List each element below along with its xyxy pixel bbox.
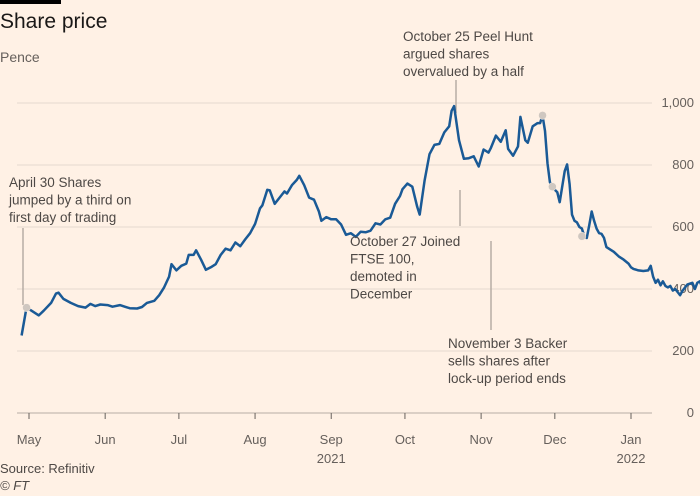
annotation-line: argued shares [403,47,490,62]
annotation-text: April 30 Shares jumped by a third on first… [8,175,131,225]
annotation-line: November 3 Backer [448,336,568,351]
x-tick-label: Aug [243,432,266,447]
annotation-line: October 27 Joined [350,234,460,249]
annotation-line: jumped by a third on [8,193,131,208]
y-tick-label: 800 [672,157,694,172]
annotation-text: November 3 Backer sells shares after lock-… [448,336,568,386]
annotation-marker [577,232,587,241]
x-axis: May Jun Jul Aug Sep Oct Nov Dec Jan 2021 2022 [17,413,646,466]
annotation-line: FTSE 100, [350,252,415,267]
grid-lines [17,102,652,414]
y-tick-label: 1,000 [661,95,694,110]
x-tick-label: May [17,432,42,447]
annotation-line: lock-up period ends [448,371,566,386]
x-tick-label: Nov [470,432,494,447]
x-year-label: 2021 [317,451,346,466]
y-tick-label: 200 [672,343,694,358]
y-tick-label: 0 [687,405,694,420]
annotation-markers [22,111,587,312]
annotation-line: October 25 Peel Hunt [403,29,533,44]
annotation-line: first day of trading [9,210,116,225]
x-year-label: 2022 [617,451,646,466]
annotations: April 30 Shares jumped by a third on first… [8,29,568,386]
chart-title: Share price [0,10,108,33]
x-tick-label: Oct [395,432,416,447]
annotation-marker [548,182,557,191]
annotation-marker [22,303,31,312]
header-rule [0,0,61,4]
x-tick-label: Sep [320,432,343,447]
annotation-leaders [22,80,492,330]
chart-subtitle: Pence [0,49,40,65]
annotation-marker [538,111,547,120]
x-tick-label: Jul [171,432,188,447]
y-tick-label: 600 [672,219,694,234]
x-tick-label: Dec [543,432,567,447]
share-price-line [20,104,700,336]
annotation-text: October 27 Joined FTSE 100, demoted in Dece… [350,234,460,302]
copyright: © FT [0,478,30,493]
annotation-line: April 30 Shares [9,175,102,190]
annotation-text: October 25 Peel Hunt argued shares overval… [403,29,533,79]
x-tick-label: Jun [95,432,116,447]
annotation-line: December [350,287,413,302]
annotation-line: demoted in [350,269,417,284]
x-tick-label: Jan [621,432,642,447]
source-note: Source: Refinitiv [0,461,95,476]
annotation-line: overvalued by a half [403,64,524,79]
annotation-line: sells shares after [448,354,551,369]
